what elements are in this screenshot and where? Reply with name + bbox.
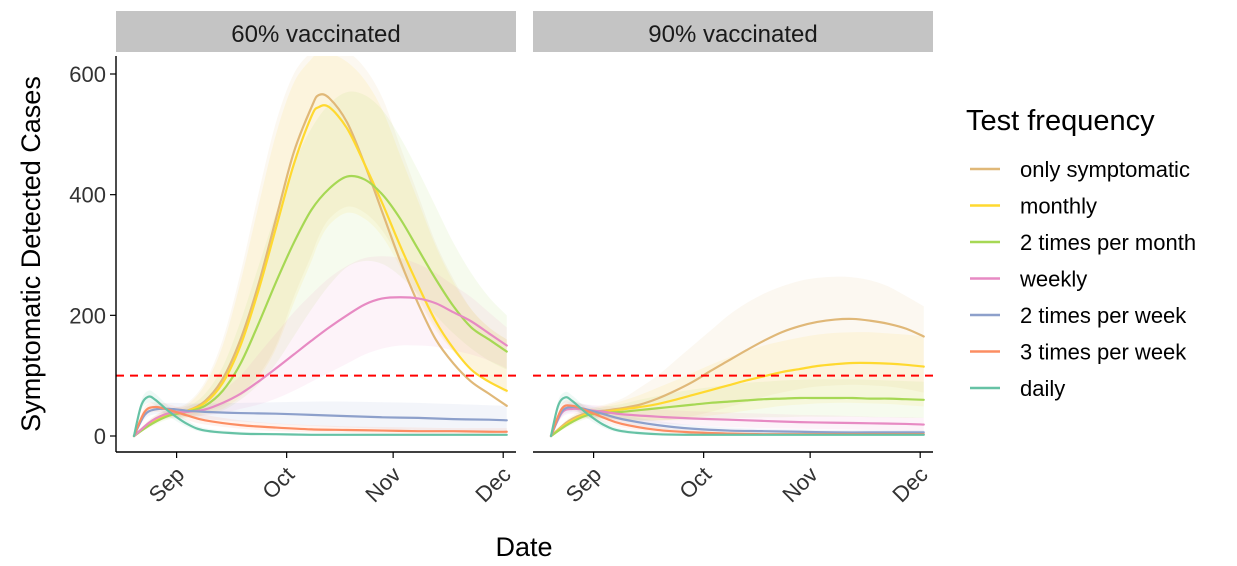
band-p1-2-times-per-week (134, 401, 507, 436)
x-tick-label-1-Sep: Sep (144, 462, 189, 507)
band-p2-2-times-per-month (551, 379, 924, 436)
y-tick-label-400: 400 (69, 183, 106, 208)
line-p2-daily (549, 396, 925, 438)
y-axis-title: Symptomatic Detected Cases (16, 76, 46, 432)
x-tick-label-2-Dec: Dec (887, 462, 932, 507)
legend-label: 2 times per week (1020, 303, 1187, 328)
x-axis-title: Date (495, 532, 552, 561)
legend-label: daily (1020, 376, 1065, 401)
legend-item: only symptomatic (970, 157, 1190, 182)
band-p1-only-symptomatic (134, 56, 507, 436)
band-p1-weekly (134, 256, 507, 436)
x-tick-label-1-Nov: Nov (360, 462, 405, 507)
y-tick-label-0: 0 (94, 424, 106, 449)
legend: Test frequency only symptomatic monthly 2 … (966, 105, 1196, 401)
legend-title: Test frequency (966, 105, 1155, 137)
legend-label: weekly (1019, 267, 1087, 292)
legend-label: 2 times per month (1020, 230, 1196, 255)
band-p1-monthly (134, 56, 507, 436)
x-tick-label-2-Oct: Oct (674, 462, 716, 504)
line-p1-2-times-per-month (132, 174, 508, 438)
legend-item: weekly (970, 267, 1087, 292)
legend-item: daily (970, 376, 1065, 401)
x-tick-label-1-Oct: Oct (257, 462, 299, 504)
line-p2-weekly (549, 407, 925, 438)
panel-strip-1 (116, 11, 516, 52)
line-p1-daily (132, 395, 508, 438)
band-p1-3-times-per-week (134, 402, 507, 436)
legend-label: monthly (1020, 194, 1097, 219)
legend-item: 2 times per month (970, 230, 1196, 255)
line-p1-2-times-per-week (132, 407, 508, 438)
x-tick-label-1-Dec: Dec (470, 462, 515, 507)
x-tick-label-2-Nov: Nov (777, 462, 822, 507)
line-p1-3-times-per-week (132, 405, 508, 438)
y-tick-label-600: 600 (69, 62, 106, 87)
legend-item: monthly (970, 194, 1097, 219)
band-p1-2-times-per-month (134, 91, 507, 436)
panel-title-1: 60% vaccinated (231, 21, 400, 48)
y-tick-label-200: 200 (69, 303, 106, 328)
line-p2-only-symptomatic (549, 317, 925, 438)
panel-strip-2 (533, 11, 933, 52)
legend-label: 3 times per week (1020, 340, 1187, 365)
line-p1-monthly (132, 104, 508, 438)
x-tick-label-2-Sep: Sep (561, 462, 606, 507)
legend-label: only symptomatic (1020, 157, 1190, 182)
line-p2-monthly (549, 361, 925, 438)
panel-title-2: 90% vaccinated (648, 21, 817, 48)
legend-item: 2 times per week (970, 303, 1187, 328)
legend-item: 3 times per week (970, 340, 1187, 365)
